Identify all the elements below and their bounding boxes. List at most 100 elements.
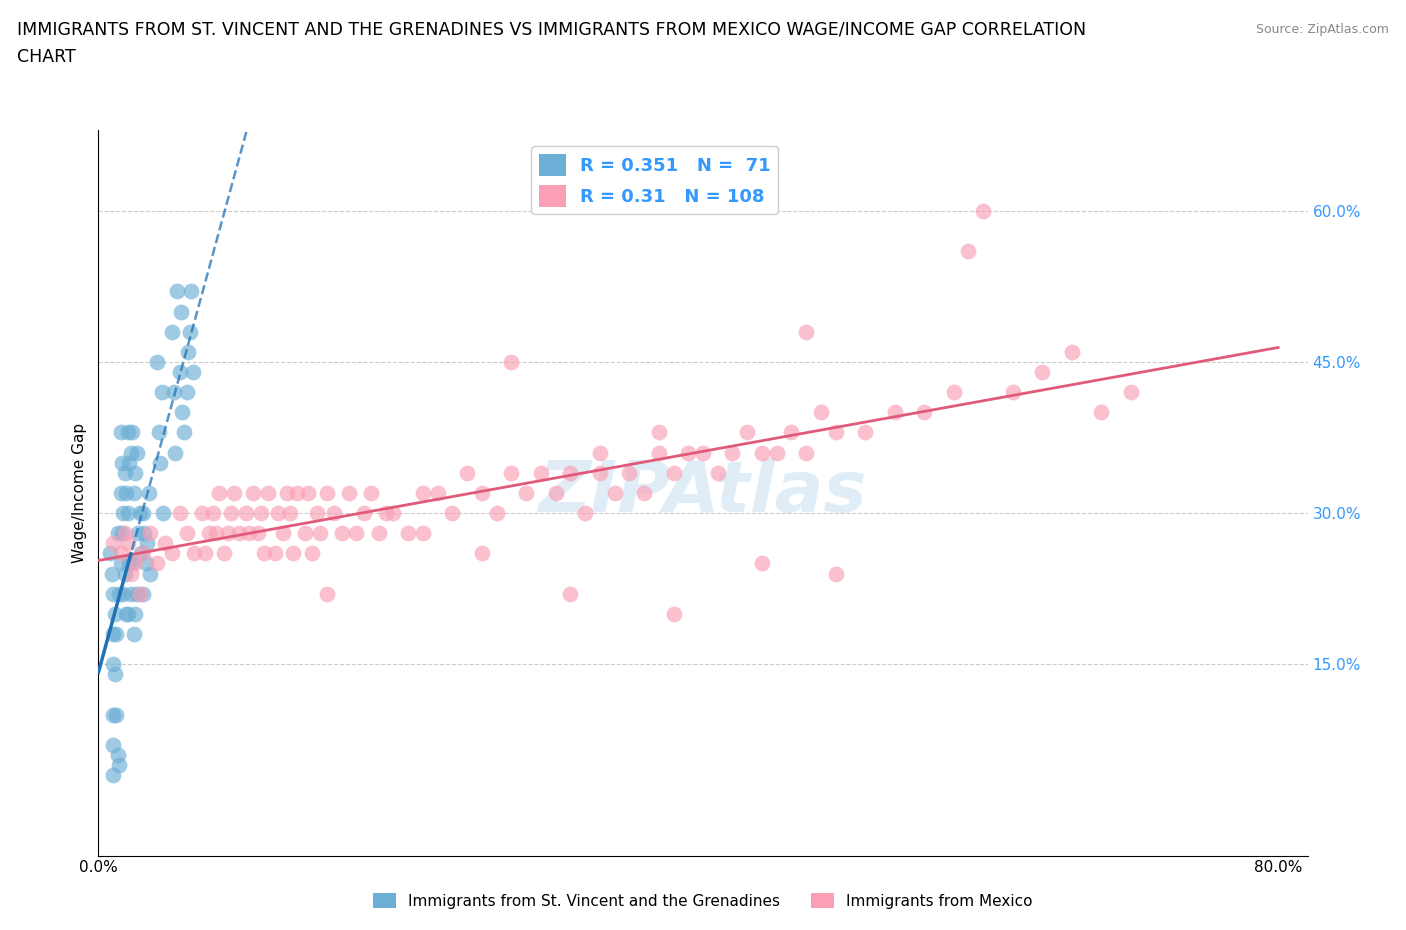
Point [176, 385, 198, 400]
Point [353, 506, 375, 521]
Point [297, 485, 319, 500]
Point [375, 506, 398, 521]
Point [149, 456, 172, 471]
Point [198, 525, 221, 540]
Point [101, 627, 124, 642]
Point [794, 445, 817, 460]
Point [662, 606, 685, 621]
Point [252, 546, 274, 561]
Point [124, 465, 146, 480]
Point [412, 525, 434, 540]
Point [173, 425, 195, 440]
Point [138, 485, 160, 500]
Point [305, 506, 328, 521]
Point [135, 556, 157, 571]
Point [114, 525, 136, 540]
Point [115, 606, 138, 621]
Point [360, 485, 382, 500]
Point [179, 325, 201, 339]
Point [101, 707, 124, 722]
Point [146, 556, 169, 571]
Point [648, 425, 671, 440]
Point [162, 385, 184, 400]
Text: ZIPAtlas: ZIPAtlas [538, 458, 868, 527]
Point [120, 586, 142, 601]
Point [125, 445, 148, 460]
Point [323, 506, 346, 521]
Point [105, 707, 128, 722]
Point [471, 485, 494, 500]
Point [117, 536, 139, 551]
Point [957, 244, 980, 259]
Point [308, 525, 330, 540]
Point [287, 485, 309, 500]
Point [242, 485, 264, 500]
Point [131, 586, 153, 601]
Text: Source: ZipAtlas.com: Source: ZipAtlas.com [1256, 23, 1389, 36]
Point [396, 525, 419, 540]
Point [112, 506, 135, 521]
Point [794, 325, 817, 339]
Point [160, 325, 183, 339]
Point [485, 506, 508, 521]
Point [603, 485, 626, 500]
Point [1001, 385, 1024, 400]
Point [122, 485, 145, 500]
Point [105, 627, 128, 642]
Point [574, 506, 596, 521]
Point [276, 485, 298, 500]
Point [172, 405, 194, 419]
Point [1060, 344, 1083, 359]
Point [139, 566, 162, 581]
Point [972, 204, 994, 219]
Point [124, 556, 146, 571]
Point [412, 485, 434, 500]
Point [316, 586, 339, 601]
Point [107, 748, 129, 763]
Point [190, 506, 212, 521]
Point [194, 546, 217, 561]
Point [751, 556, 773, 571]
Point [267, 506, 290, 521]
Point [120, 445, 142, 460]
Point [180, 284, 202, 299]
Point [853, 425, 876, 440]
Point [118, 556, 141, 571]
Point [104, 667, 127, 682]
Point [249, 506, 271, 521]
Point [530, 465, 553, 480]
Point [115, 485, 138, 500]
Point [165, 445, 187, 460]
Point [153, 536, 176, 551]
Point [117, 606, 139, 621]
Point [235, 506, 257, 521]
Point [735, 425, 758, 440]
Point [121, 556, 143, 571]
Point [107, 525, 129, 540]
Point [721, 445, 744, 460]
Point [121, 425, 143, 440]
Point [337, 485, 360, 500]
Point [136, 536, 159, 551]
Point [228, 525, 250, 540]
Point [780, 425, 803, 440]
Point [942, 385, 965, 400]
Point [110, 546, 132, 561]
Point [278, 506, 301, 521]
Point [114, 465, 136, 480]
Point [208, 485, 231, 500]
Point [112, 586, 135, 601]
Point [128, 506, 150, 521]
Point [883, 405, 905, 419]
Point [124, 606, 146, 621]
Point [150, 385, 173, 400]
Point [170, 304, 193, 319]
Point [246, 525, 269, 540]
Point [104, 606, 127, 621]
Point [128, 586, 150, 601]
Point [131, 506, 153, 521]
Point [678, 445, 700, 460]
Point [108, 586, 131, 601]
Point [257, 485, 280, 500]
Point [1119, 385, 1142, 400]
